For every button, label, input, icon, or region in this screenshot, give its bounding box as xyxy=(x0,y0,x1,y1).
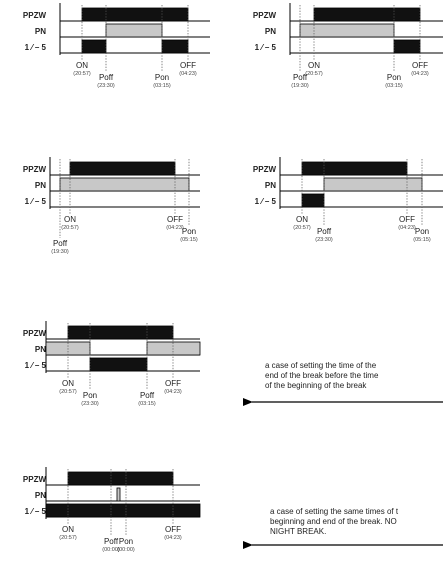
event-time: (23:30) xyxy=(315,237,333,243)
event-time: (20:57) xyxy=(61,225,79,231)
signal-bar-1 xyxy=(59,177,190,192)
row-label-1: PN xyxy=(35,491,46,500)
event-label: ON xyxy=(62,379,74,388)
row-label-2: 1 ⁄ – 5 xyxy=(25,361,47,370)
row-label-2: 1 ⁄ – 5 xyxy=(255,197,277,206)
signal-bar-3 xyxy=(161,39,189,54)
event-time: (03:15) xyxy=(153,83,171,89)
row-label-0: PPZW xyxy=(23,475,47,484)
note-text: end of the break before the time xyxy=(265,371,379,380)
signal-bar-0 xyxy=(67,325,174,340)
signal-bar-2 xyxy=(301,193,325,208)
signal-bar-2 xyxy=(45,503,201,518)
signal-bar-0 xyxy=(301,161,408,176)
row-label-2: 1 ⁄ – 5 xyxy=(25,43,47,52)
event-time: (19:30) xyxy=(291,83,309,89)
signal-bar-0 xyxy=(81,7,189,22)
event-time: (00:00) xyxy=(117,547,135,553)
event-time: (20:57) xyxy=(59,535,77,541)
event-label: OFF xyxy=(180,61,196,70)
row-label-2: 1 ⁄ – 5 xyxy=(255,43,277,52)
event-label: Poff xyxy=(140,391,155,400)
note-text: a case of setting the same times of t xyxy=(270,507,399,516)
event-label: Poff xyxy=(99,73,114,82)
event-time: (04:23) xyxy=(164,389,182,395)
event-time: (20:57) xyxy=(305,71,323,77)
event-time: (23:30) xyxy=(81,401,99,407)
row-label-0: PPZW xyxy=(23,165,47,174)
event-time: (03:15) xyxy=(385,83,403,89)
event-label: Pon xyxy=(415,227,429,236)
event-label: Pon xyxy=(83,391,97,400)
row-label-1: PN xyxy=(265,27,276,36)
event-time: (20:57) xyxy=(73,71,91,77)
event-label: ON xyxy=(296,215,308,224)
signal-bar-3 xyxy=(89,357,148,372)
event-label: Pon xyxy=(119,537,133,546)
note-text: of the beginning of the break xyxy=(265,381,367,390)
signal-bar-2 xyxy=(393,39,421,54)
event-label: Poff xyxy=(317,227,332,236)
event-label: OFF xyxy=(412,61,428,70)
event-label: Poff xyxy=(104,537,119,546)
event-label: OFF xyxy=(399,215,415,224)
event-time: (00:00) xyxy=(102,547,120,553)
signal-bar-0 xyxy=(313,7,421,22)
row-label-1: PN xyxy=(265,181,276,190)
note-text: NIGHT BREAK. xyxy=(270,527,326,536)
row-label-2: 1 ⁄ – 5 xyxy=(25,507,47,516)
signal-bar-0 xyxy=(67,471,174,486)
event-label: OFF xyxy=(165,525,181,534)
signal-bar-1 xyxy=(105,23,163,38)
row-label-2: 1 ⁄ – 5 xyxy=(25,197,47,206)
event-time: (04:23) xyxy=(398,225,416,231)
signal-bar-1 xyxy=(116,487,121,502)
note-text: a case of setting the time of the xyxy=(265,361,377,370)
event-label: ON xyxy=(76,61,88,70)
row-label-0: PPZW xyxy=(253,11,277,20)
event-time: (05:15) xyxy=(413,237,431,243)
signal-bar-2 xyxy=(81,39,107,54)
row-label-1: PN xyxy=(35,27,46,36)
event-time: (04:23) xyxy=(166,225,184,231)
event-label: OFF xyxy=(167,215,183,224)
event-time: (20:57) xyxy=(293,225,311,231)
row-label-1: PN xyxy=(35,345,46,354)
event-time: (20:57) xyxy=(59,389,77,395)
row-label-0: PPZW xyxy=(23,329,47,338)
event-time: (19:30) xyxy=(51,249,69,255)
signal-bar-0 xyxy=(69,161,176,176)
event-label: ON xyxy=(62,525,74,534)
event-label: Poff xyxy=(293,73,308,82)
event-time: (04:23) xyxy=(179,71,197,77)
event-time: (23:30) xyxy=(97,83,115,89)
event-label: Pon xyxy=(182,227,196,236)
row-label-1: PN xyxy=(35,181,46,190)
event-time: (04:23) xyxy=(164,535,182,541)
event-label: OFF xyxy=(165,379,181,388)
event-label: Poff xyxy=(53,239,68,248)
row-label-0: PPZW xyxy=(253,165,277,174)
event-time: (03:15) xyxy=(138,401,156,407)
event-label: Pon xyxy=(387,73,401,82)
event-label: ON xyxy=(308,61,320,70)
signal-bar-2 xyxy=(146,341,201,356)
event-label: ON xyxy=(64,215,76,224)
event-label: Pon xyxy=(155,73,169,82)
event-time: (04:23) xyxy=(411,71,429,77)
event-time: (05:15) xyxy=(180,237,198,243)
note-text: beginning and end of the break. NO xyxy=(270,517,397,526)
row-label-0: PPZW xyxy=(23,11,47,20)
